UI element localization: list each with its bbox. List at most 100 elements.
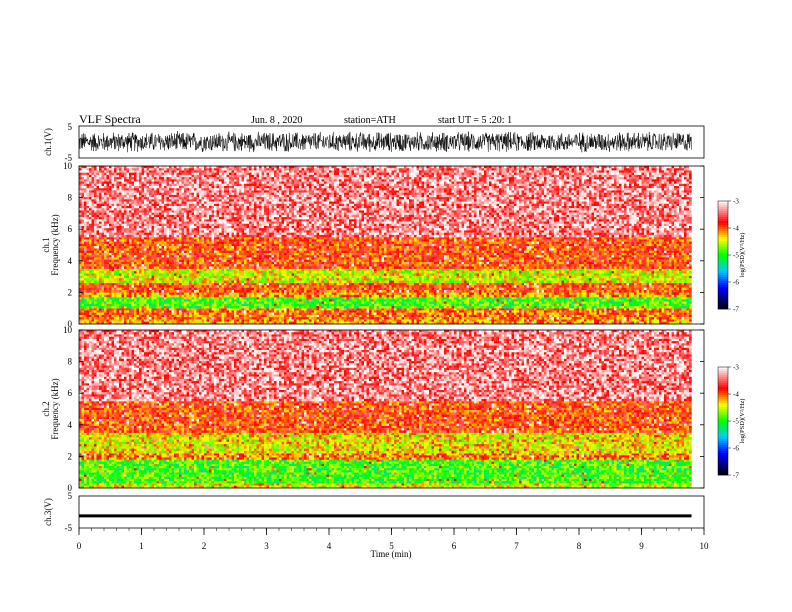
spectrogram-cell [79,301,82,304]
spectrogram-cell [189,312,192,316]
spectrogram-cell [381,292,385,295]
spectrogram-cell [111,305,115,309]
spectrogram-cell [291,314,295,318]
spectrogram-cell [371,299,375,302]
spectrogram-cell [401,287,405,291]
spectrogram-cell [114,312,117,316]
spectrogram-cell [304,319,307,322]
spectrogram-cell [551,312,555,316]
spectrogram-cell [394,317,397,320]
spectrogram-cell [96,271,100,274]
spectrogram-cell [674,321,677,325]
spectrogram-cell [234,287,237,291]
spectrogram-cell [599,294,602,298]
spectrogram-cell [689,299,692,302]
spectrogram-cell [89,308,92,311]
spectrogram-cell [271,305,275,309]
spectrogram-cell [231,317,235,320]
spectrogram-cell [204,271,207,274]
spectrogram-cell [81,319,85,322]
spectrogram-cell [636,308,640,311]
spectrogram-cell [254,299,257,302]
spectrogram-cell [519,268,522,272]
spectrogram-cell [544,301,547,304]
spectrogram-cell [524,303,527,307]
spectrogram-cell [169,271,172,274]
spectrogram-cell [359,285,362,288]
spectrogram-cell [436,314,440,318]
spectrogram-cell [686,268,690,272]
spectrogram-cell [604,314,607,318]
spectrogram-cell [161,301,165,304]
spectrogram-cell [186,310,190,313]
spectrogram-cell [364,271,367,274]
spectrogram-cell [151,290,155,293]
spectrogram-cell [309,319,312,322]
spectrogram-cell [96,273,100,277]
spectrogram-cell [244,305,247,309]
spectrogram-cell [266,317,270,320]
spectrogram-cell [461,310,465,313]
spectrogram-cell [644,308,647,311]
spectrogram-cell [329,310,332,313]
spectrogram-cell [511,310,515,313]
spectrogram-cell [394,305,397,309]
spectrogram-cell [676,305,680,309]
spectrogram-cell [276,268,280,272]
spectrogram-cell [236,294,240,298]
spectrogram-cell [579,317,582,320]
spectrogram-cell [406,314,410,318]
spectrogram-cell [204,285,207,288]
spectrogram-cell [401,271,405,274]
spectrogram-cell [584,294,587,298]
spectrogram-cell [414,301,417,304]
spectrogram-cell [401,310,405,313]
spectrogram-cell [79,271,82,274]
spectrogram-cell [656,292,660,295]
spectrogram-cell [576,317,580,320]
spectrogram-cell [114,319,117,322]
spectrogram-cell [401,285,405,288]
spectrogram-cell [244,310,247,313]
spectrogram-cell [504,292,507,295]
spectrogram-cell [229,303,232,307]
spectrogram-cell [219,305,222,309]
spectrogram-cell [669,271,672,274]
spectrogram-cell [334,317,337,320]
spectrogram-cell [231,287,235,291]
spectrogram-cell [161,292,165,295]
spectrogram-cell [594,321,597,325]
spectrogram-cell [556,308,560,311]
spectrogram-cell [361,294,365,298]
spectrogram-cell [349,299,352,302]
spectrogram-cell [521,294,525,298]
spectrogram-cell [519,290,522,293]
spectrogram-cell [369,312,372,316]
spectrogram-cell [254,301,257,304]
spectrogram-cell [319,268,322,272]
spectrogram-cell [166,308,170,311]
spectrogram-cell [316,287,320,291]
spectrogram-cell [471,301,475,304]
spectrogram-cell [554,271,557,274]
spectrogram-cell [199,301,202,304]
spectrogram-cell [281,294,285,298]
spectrogram-cell [409,308,412,311]
spectrogram-cell [139,299,142,302]
spectrogram-cell [259,312,262,316]
spectrogram-cell [284,303,287,307]
spectrogram-cell [199,292,202,295]
spectrogram-cell [301,268,305,272]
spectrogram-cell [446,287,450,291]
spectrogram-cell [84,273,87,277]
spectrogram-cell [321,303,325,307]
spectrogram-cell [446,312,450,316]
spectrogram-cell [541,297,545,300]
spectrogram-cell [226,319,230,322]
spectrogram-cell [336,319,340,322]
spectrogram-cell [346,287,350,291]
spectrogram-cell [479,287,482,291]
spectrogram-cell [486,317,490,320]
spectrogram-cell [116,285,120,288]
spectrogram-cell [131,314,135,318]
